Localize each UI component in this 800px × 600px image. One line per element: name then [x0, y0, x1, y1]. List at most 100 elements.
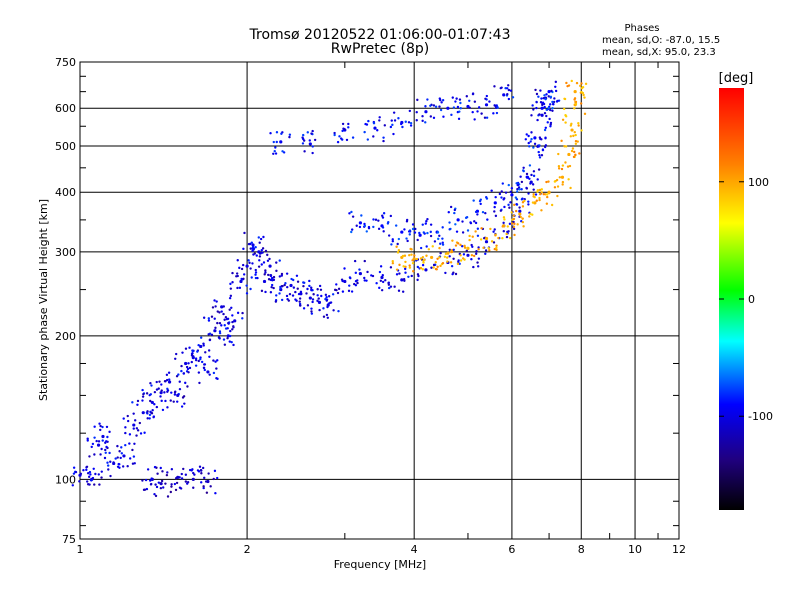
data-point [202, 344, 205, 347]
data-point [507, 84, 510, 87]
data-point [521, 220, 525, 224]
data-point [574, 142, 578, 145]
data-point [116, 444, 119, 448]
data-point [169, 399, 172, 402]
data-point [128, 433, 132, 436]
data-point [146, 410, 149, 413]
data-point [432, 104, 436, 107]
data-point [461, 257, 465, 260]
data-point [78, 480, 81, 483]
data-point [156, 472, 159, 475]
data-point [477, 246, 480, 249]
data-point [438, 256, 441, 259]
data-point [568, 164, 572, 168]
data-point [118, 466, 121, 469]
data-point [549, 95, 553, 99]
data-point [485, 98, 488, 101]
data-point [479, 238, 483, 241]
data-point [348, 212, 351, 215]
data-point [135, 434, 138, 437]
data-point [527, 200, 530, 203]
data-point [155, 388, 159, 391]
data-point [513, 233, 516, 237]
data-point [114, 457, 117, 460]
data-point [180, 477, 184, 480]
data-point [364, 122, 367, 126]
data-point [306, 131, 309, 134]
data-point [465, 216, 469, 219]
data-point [407, 275, 410, 279]
data-point [437, 237, 440, 241]
data-point [489, 227, 492, 231]
data-point [182, 395, 186, 398]
data-point [439, 98, 442, 102]
data-point [560, 175, 565, 179]
data-point [421, 268, 425, 271]
data-point [192, 486, 195, 489]
data-point [456, 218, 460, 222]
data-point [262, 235, 265, 239]
data-point [232, 343, 235, 347]
data-point [540, 97, 543, 100]
data-point [224, 327, 228, 330]
data-point [432, 266, 435, 269]
data-point [512, 227, 516, 231]
data-point [184, 381, 187, 385]
data-point [411, 223, 415, 226]
data-point [324, 293, 328, 297]
data-point [408, 266, 412, 269]
data-point [405, 237, 408, 240]
data-point [99, 453, 102, 456]
data-point [441, 99, 445, 102]
data-point [554, 80, 558, 84]
data-point [500, 196, 503, 199]
data-point [495, 111, 499, 115]
data-point [216, 359, 219, 362]
data-point [528, 177, 531, 180]
data-point [206, 479, 210, 484]
data-point [173, 482, 177, 486]
data-point [354, 284, 358, 287]
data-point [223, 343, 227, 346]
data-point [267, 278, 271, 281]
data-point [261, 247, 265, 250]
data-point [433, 240, 437, 243]
data-point [254, 271, 258, 274]
data-point [530, 131, 533, 134]
data-point [301, 142, 305, 145]
data-point [391, 238, 394, 241]
data-point [525, 133, 528, 136]
data-point [258, 252, 262, 255]
data-point [454, 272, 458, 276]
data-point [466, 246, 469, 250]
data-point [274, 146, 277, 149]
data-point [396, 242, 399, 246]
data-point [540, 188, 544, 191]
data-point [504, 191, 508, 194]
data-point [141, 388, 144, 392]
data-point [485, 116, 489, 119]
data-point [515, 198, 519, 201]
data-point [222, 338, 226, 341]
data-point [264, 269, 267, 272]
data-point [472, 265, 475, 269]
data-point [372, 135, 375, 138]
data-point [459, 254, 462, 257]
data-point [477, 257, 481, 260]
data-point [471, 110, 474, 114]
data-point [515, 182, 518, 185]
data-point [465, 249, 468, 253]
data-point [485, 94, 489, 98]
data-point [557, 152, 560, 156]
data-point [495, 244, 498, 247]
data-point [484, 249, 488, 252]
data-point [343, 279, 347, 284]
data-point [273, 149, 276, 153]
data-point [535, 92, 539, 96]
data-point [204, 351, 207, 354]
data-point [207, 349, 211, 352]
data-point [231, 320, 234, 324]
data-point [116, 456, 119, 459]
data-point [516, 187, 519, 191]
data-point [418, 233, 422, 237]
